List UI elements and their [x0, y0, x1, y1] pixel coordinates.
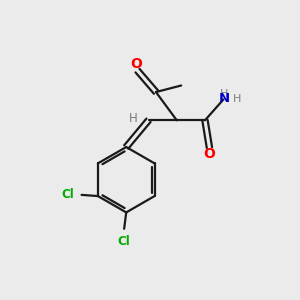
Text: Cl: Cl — [117, 235, 130, 248]
Text: O: O — [203, 147, 215, 161]
Text: Cl: Cl — [61, 188, 74, 201]
Text: O: O — [130, 57, 142, 71]
Text: N: N — [218, 92, 230, 105]
Text: H: H — [129, 112, 137, 125]
Text: H: H — [232, 94, 241, 104]
Text: H: H — [220, 89, 229, 99]
